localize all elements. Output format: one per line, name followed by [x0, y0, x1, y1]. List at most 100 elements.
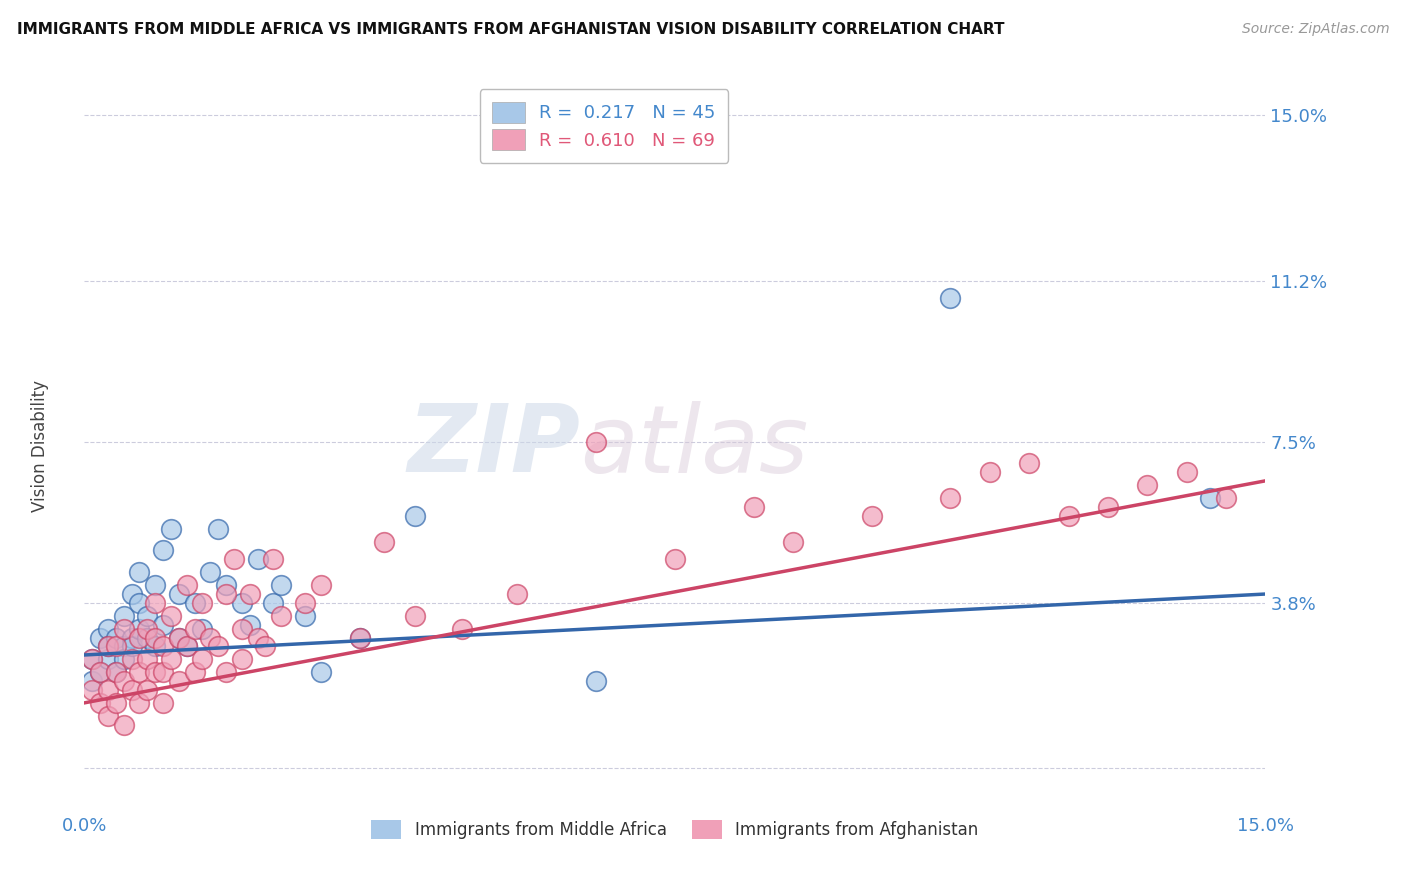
Point	[451, 622, 474, 636]
Point	[143, 631, 166, 645]
Point	[664, 552, 686, 566]
Point	[404, 608, 426, 623]
Point	[1199, 491, 1222, 506]
Point	[231, 622, 253, 636]
Point	[270, 578, 292, 592]
Point	[742, 500, 765, 514]
Point	[136, 622, 159, 636]
Point	[309, 665, 332, 680]
Point	[262, 596, 284, 610]
Point	[506, 587, 529, 601]
Point	[160, 652, 183, 666]
Point	[121, 587, 143, 601]
Point	[1215, 491, 1237, 506]
Point	[136, 652, 159, 666]
Point	[136, 631, 159, 645]
Point	[152, 696, 174, 710]
Point	[167, 631, 190, 645]
Point	[183, 622, 205, 636]
Point	[112, 640, 135, 654]
Point	[349, 631, 371, 645]
Point	[104, 665, 127, 680]
Point	[183, 596, 205, 610]
Point	[104, 696, 127, 710]
Point	[160, 522, 183, 536]
Point	[128, 631, 150, 645]
Legend: Immigrants from Middle Africa, Immigrants from Afghanistan: Immigrants from Middle Africa, Immigrant…	[363, 812, 987, 847]
Point	[200, 631, 222, 645]
Point	[97, 709, 120, 723]
Point	[373, 534, 395, 549]
Point	[89, 665, 111, 680]
Point	[89, 665, 111, 680]
Point	[309, 578, 332, 592]
Point	[349, 631, 371, 645]
Point	[215, 578, 238, 592]
Point	[939, 291, 962, 305]
Point	[294, 596, 316, 610]
Point	[215, 587, 238, 601]
Point	[97, 640, 120, 654]
Point	[128, 622, 150, 636]
Point	[167, 587, 190, 601]
Point	[231, 596, 253, 610]
Point	[136, 682, 159, 697]
Point	[97, 640, 120, 654]
Point	[191, 652, 214, 666]
Point	[128, 696, 150, 710]
Point	[112, 717, 135, 731]
Point	[246, 552, 269, 566]
Point	[294, 608, 316, 623]
Point	[97, 622, 120, 636]
Point	[112, 652, 135, 666]
Point	[128, 566, 150, 580]
Point	[782, 534, 804, 549]
Point	[89, 631, 111, 645]
Point	[860, 508, 883, 523]
Point	[1175, 465, 1198, 479]
Point	[82, 652, 104, 666]
Point	[222, 552, 245, 566]
Point	[82, 652, 104, 666]
Point	[176, 640, 198, 654]
Point	[183, 665, 205, 680]
Point	[112, 608, 135, 623]
Point	[121, 640, 143, 654]
Point	[152, 640, 174, 654]
Point	[1136, 478, 1159, 492]
Point	[176, 640, 198, 654]
Point	[1097, 500, 1119, 514]
Point	[262, 552, 284, 566]
Point	[585, 674, 607, 689]
Point	[128, 665, 150, 680]
Point	[97, 682, 120, 697]
Point	[239, 587, 262, 601]
Point	[97, 652, 120, 666]
Point	[270, 608, 292, 623]
Point	[254, 640, 277, 654]
Point	[82, 682, 104, 697]
Point	[207, 640, 229, 654]
Point	[104, 640, 127, 654]
Point	[82, 674, 104, 689]
Point	[207, 522, 229, 536]
Point	[160, 608, 183, 623]
Point	[239, 617, 262, 632]
Point	[200, 566, 222, 580]
Text: ZIP: ZIP	[408, 400, 581, 492]
Point	[191, 622, 214, 636]
Text: Source: ZipAtlas.com: Source: ZipAtlas.com	[1241, 22, 1389, 37]
Point	[143, 665, 166, 680]
Point	[246, 631, 269, 645]
Point	[215, 665, 238, 680]
Point	[979, 465, 1001, 479]
Point	[104, 631, 127, 645]
Point	[121, 631, 143, 645]
Y-axis label: Vision Disability: Vision Disability	[31, 380, 49, 512]
Point	[152, 665, 174, 680]
Point	[104, 665, 127, 680]
Point	[143, 578, 166, 592]
Point	[136, 608, 159, 623]
Point	[1057, 508, 1080, 523]
Point	[89, 696, 111, 710]
